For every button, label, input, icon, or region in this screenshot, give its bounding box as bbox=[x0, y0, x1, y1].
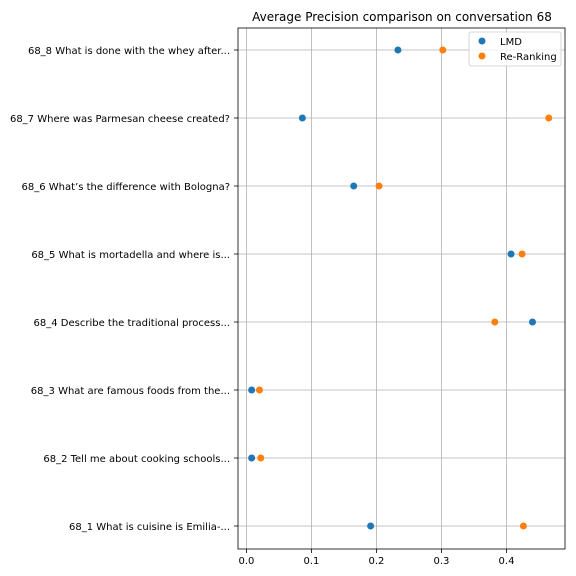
point-re-ranking bbox=[518, 250, 526, 258]
y-tick-label: 68_4 Describe the traditional process... bbox=[34, 318, 230, 329]
point-re-ranking bbox=[439, 46, 447, 54]
legend-label-lmd: LMD bbox=[500, 37, 522, 48]
point-re-ranking bbox=[257, 454, 265, 462]
legend-label-re-ranking: Re-Ranking bbox=[500, 52, 557, 63]
point-lmd bbox=[367, 522, 375, 530]
data-points bbox=[248, 46, 553, 530]
point-lmd bbox=[248, 454, 256, 462]
point-re-ranking bbox=[375, 182, 383, 190]
y-tick-label: 68_3 What are famous foods from the... bbox=[31, 386, 230, 397]
legend: LMD Re-Ranking bbox=[468, 31, 562, 67]
x-tick-label: 0.3 bbox=[434, 556, 450, 567]
y-tick-label: 68_7 Where was Parmesan cheese created? bbox=[10, 114, 230, 125]
point-lmd bbox=[528, 318, 536, 326]
x-axis-ticks: 0.0 0.1 0.2 0.3 0.4 bbox=[238, 549, 514, 567]
y-tick-label: 68_6 What’s the difference with Bologna? bbox=[22, 182, 230, 193]
legend-marker-lmd bbox=[478, 37, 486, 45]
point-lmd bbox=[507, 250, 515, 258]
grid-layer bbox=[238, 28, 565, 549]
point-re-ranking bbox=[255, 386, 263, 394]
point-lmd bbox=[350, 182, 358, 190]
y-tick-label: 68_1 What is cuisine is Emilia-... bbox=[69, 522, 230, 533]
x-tick-label: 0.1 bbox=[304, 556, 320, 567]
legend-marker-re-ranking bbox=[478, 52, 486, 60]
x-tick-label: 0.2 bbox=[369, 556, 385, 567]
y-tick-label: 68_2 Tell me about cooking schools... bbox=[43, 454, 230, 465]
plot-area-frame bbox=[237, 27, 566, 550]
legend-box bbox=[468, 31, 562, 67]
point-lmd bbox=[298, 114, 306, 122]
chart-title: Average Precision comparison on conversa… bbox=[252, 10, 552, 24]
y-axis-ticks: 68_8 What is done with the whey after...… bbox=[10, 46, 238, 533]
point-lmd bbox=[394, 46, 402, 54]
x-tick-label: 0.0 bbox=[238, 556, 254, 567]
point-re-ranking bbox=[491, 318, 499, 326]
y-tick-label: 68_5 What is mortadella and where is... bbox=[31, 250, 230, 261]
x-tick-label: 0.4 bbox=[499, 556, 515, 567]
point-re-ranking bbox=[545, 114, 553, 122]
point-re-ranking bbox=[519, 522, 527, 530]
y-tick-label: 68_8 What is done with the whey after... bbox=[28, 46, 230, 57]
point-lmd bbox=[248, 386, 256, 394]
